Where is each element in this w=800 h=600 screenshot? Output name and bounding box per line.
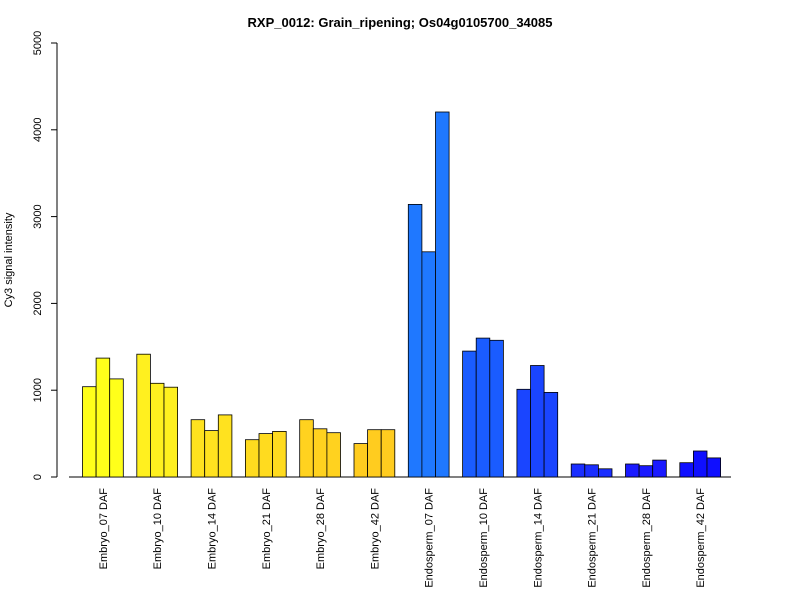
bar xyxy=(217,414,233,478)
bar xyxy=(244,439,260,478)
bar xyxy=(584,464,599,478)
y-tick-label: 5000 xyxy=(32,31,44,55)
bar xyxy=(204,430,219,478)
bar xyxy=(475,337,491,478)
bar xyxy=(82,386,97,478)
bar xyxy=(693,450,708,478)
x-tick-label: Embryo_28 DAF xyxy=(315,488,327,570)
bar xyxy=(543,391,559,478)
y-tick-label: 2000 xyxy=(32,291,44,315)
bar xyxy=(272,430,287,478)
x-tick-label: Endosperm_28 DAF xyxy=(641,488,653,588)
bar xyxy=(367,429,382,478)
y-tick-label: 1000 xyxy=(32,378,44,402)
bar xyxy=(299,419,314,478)
bar xyxy=(706,457,722,478)
bar xyxy=(598,468,613,478)
bar xyxy=(462,350,477,478)
bar xyxy=(625,463,640,478)
bar xyxy=(380,429,396,478)
y-axis-label: Cy3 signal intensity xyxy=(3,212,15,307)
x-tick-label: Embryo_10 DAF xyxy=(152,488,164,570)
bar xyxy=(326,432,341,478)
bars xyxy=(82,111,722,478)
chart-title: RXP_0012: Grain_ripening; Os04g0105700_3… xyxy=(248,15,553,30)
bar xyxy=(638,465,654,478)
x-tick-label: Endosperm_07 DAF xyxy=(424,488,436,588)
y-tick-label: 3000 xyxy=(32,204,44,228)
bar xyxy=(353,443,369,478)
x-tick-label: Embryo_14 DAF xyxy=(207,488,219,570)
x-tick-labels: Embryo_07 DAF Embryo_10 DAF Embryo_14 DAF E… xyxy=(98,488,707,588)
bar xyxy=(95,357,111,478)
bar xyxy=(190,419,206,478)
y-axis: 0 1000 2000 3000 4000 5000 xyxy=(32,31,58,480)
bar xyxy=(679,462,694,478)
x-tick-label: Embryo_21 DAF xyxy=(261,488,273,570)
bar xyxy=(652,459,667,478)
y-tick-label: 0 xyxy=(32,474,44,480)
x-tick-label: Embryo_07 DAF xyxy=(98,488,110,570)
bar xyxy=(109,378,124,478)
bar xyxy=(163,386,179,478)
bar xyxy=(407,203,423,478)
x-tick-label: Endosperm_21 DAF xyxy=(587,488,599,588)
bar xyxy=(421,251,436,478)
bar xyxy=(435,111,450,478)
bar xyxy=(149,382,165,478)
bar xyxy=(258,433,274,478)
bar xyxy=(570,463,586,478)
x-tick-label: Embryo_42 DAF xyxy=(369,488,381,570)
x-tick-label: Endosperm_42 DAF xyxy=(695,488,707,588)
bar xyxy=(312,428,328,478)
bar xyxy=(136,353,151,478)
x-tick-label: Endosperm_10 DAF xyxy=(478,488,490,588)
x-tick-label: Endosperm_14 DAF xyxy=(532,488,544,588)
bar xyxy=(489,339,504,478)
y-tick-label: 4000 xyxy=(32,118,44,142)
bar xyxy=(530,365,545,478)
bar xyxy=(516,388,531,478)
